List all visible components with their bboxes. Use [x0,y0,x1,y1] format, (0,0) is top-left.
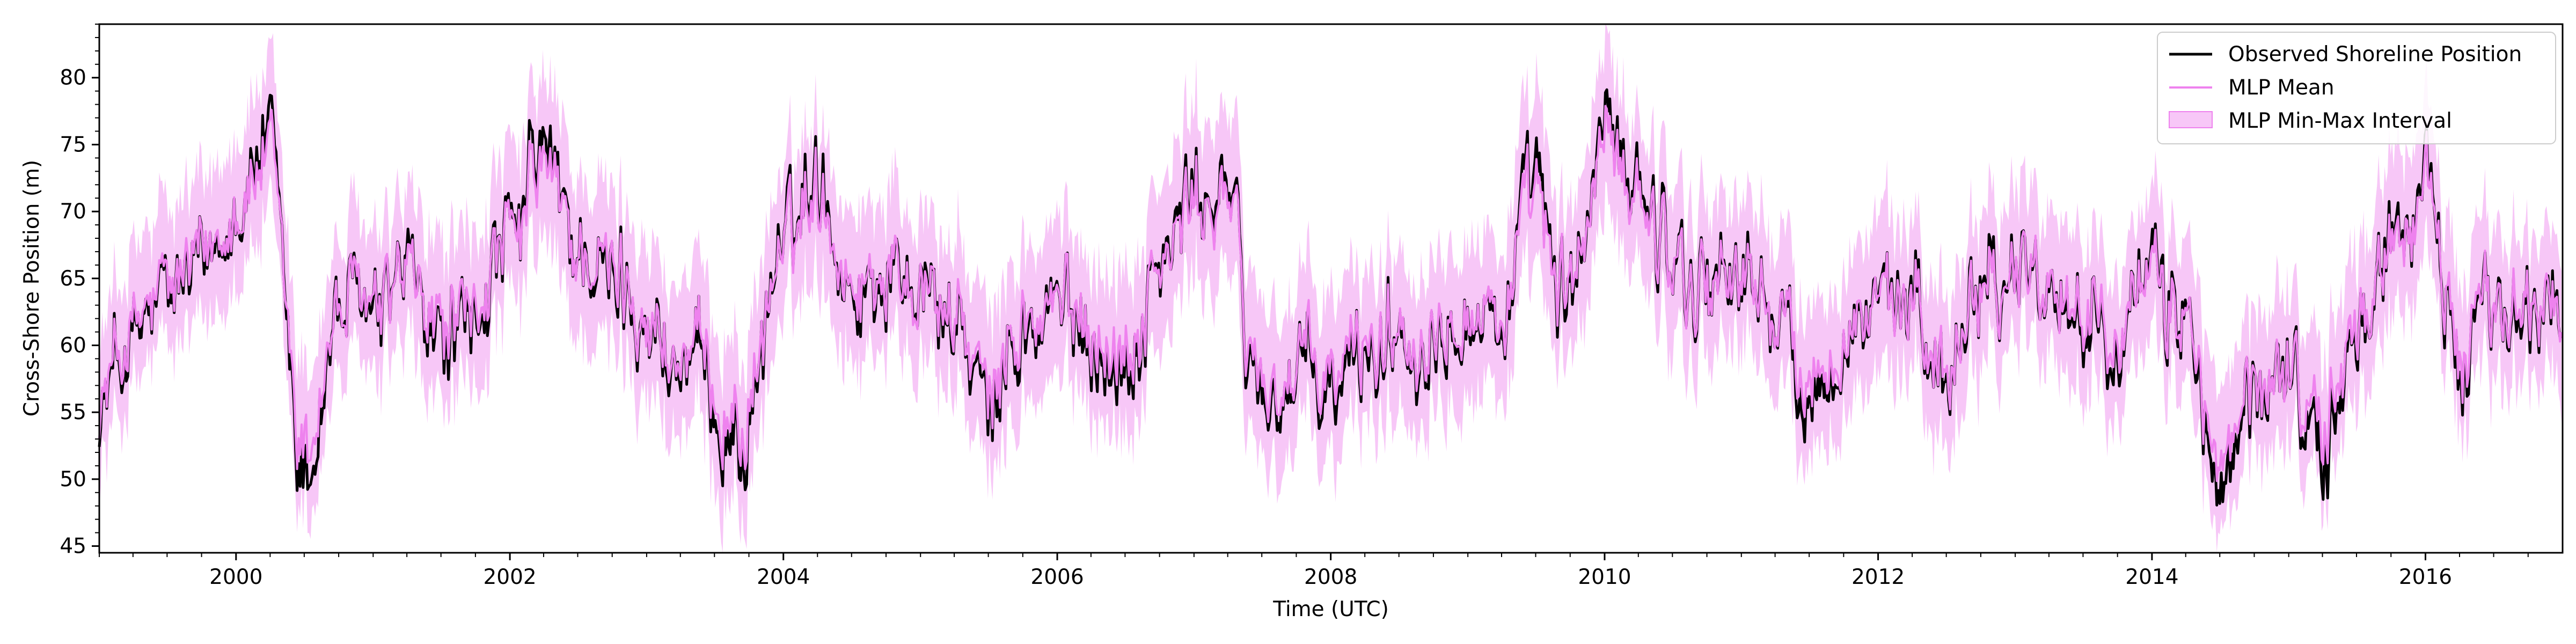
plot-area [98,24,2563,553]
x-axis-ticks: 2000 2002 2004 2006 2008 2010 2012 2014 2016 [209,553,2452,589]
y-tick-label: 65 [60,267,86,291]
mlp-mean-line [98,105,2563,482]
legend-mean-label: MLP Mean [2228,76,2334,100]
x-axis-label: Time (UTC) [1272,597,1389,621]
legend: Observed Shoreline Position MLP Mean MLP… [2157,32,2556,144]
x-tick-label: 2000 [209,565,262,589]
y-tick-label: 55 [60,400,86,425]
y-tick-label: 70 [60,200,86,224]
legend-observed-label: Observed Shoreline Position [2228,42,2522,67]
y-tick-label: 50 [60,467,86,492]
x-tick-label: 2008 [1304,565,1357,589]
x-tick-label: 2014 [2125,565,2178,589]
legend-box [2157,32,2556,144]
x-tick-label: 2010 [1578,565,1631,589]
x-axis-minor-ticks [99,553,2529,557]
x-tick-label: 2004 [757,565,810,589]
legend-interval-swatch [2169,111,2213,128]
y-tick-label: 75 [60,133,86,157]
y-axis-minor-ticks [95,24,99,533]
y-tick-label: 80 [60,66,86,90]
x-tick-label: 2006 [1030,565,1084,589]
x-tick-label: 2012 [1851,565,1905,589]
y-axis-ticks: 45 50 55 60 65 70 75 80 [60,66,99,559]
x-tick-label: 2016 [2399,565,2452,589]
y-axis-label: Cross-Shore Position (m) [20,160,44,417]
legend-interval-label: MLP Min-Max Interval [2228,109,2452,133]
x-tick-label: 2002 [483,565,536,589]
y-tick-label: 60 [60,333,86,357]
y-tick-label: 45 [60,535,86,559]
